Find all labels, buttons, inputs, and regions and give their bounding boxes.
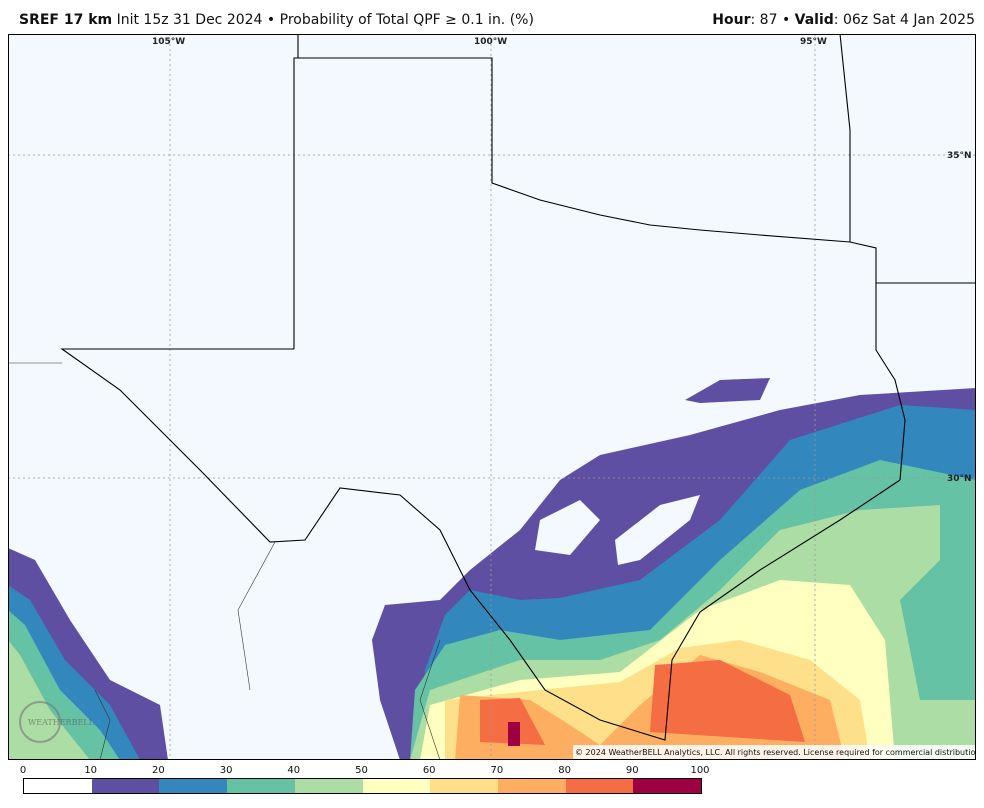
colorbar-swatch (430, 779, 498, 793)
colorbar-swatch (227, 779, 295, 793)
lon-label: 105°W (152, 37, 185, 47)
colorbar-swatch (24, 779, 92, 793)
colorbar-swatch (633, 779, 702, 793)
lon-label: 95°W (800, 37, 827, 47)
lon-label: 100°W (474, 37, 507, 47)
state-borders (60, 34, 976, 741)
colorbar-tick: 90 (625, 765, 639, 776)
colorbar-swatch (294, 779, 363, 793)
colorbar-tick: 30 (219, 765, 233, 776)
map-title: SREF 17 km Init 15z 31 Dec 2024 • Probab… (19, 12, 534, 28)
lat-label: 30°N (947, 474, 972, 484)
colorbar-tick: 40 (287, 765, 301, 776)
band-80-90 (480, 660, 805, 745)
weatherbell-logo: WEATHERBELL (19, 701, 95, 743)
colorbar-swatch (565, 779, 634, 793)
band-90-100 (508, 722, 520, 746)
colorbar-tick: 20 (152, 765, 165, 776)
logo-text: WEATHERBELL (28, 718, 95, 727)
colorbar-tick: 50 (355, 765, 368, 776)
lat-label: 35°N (947, 151, 972, 161)
colorbar-swatch (497, 779, 566, 793)
colorbar (23, 778, 702, 794)
colorbar-tick: 100 (690, 765, 710, 776)
precip-field (8, 378, 976, 760)
colorbar-swatch (159, 779, 228, 793)
mexico-borders (8, 362, 441, 760)
colorbar-swatch (362, 779, 431, 793)
colorbar-tick: 60 (422, 765, 436, 776)
colorbar-swatch (91, 779, 160, 793)
copyright: © 2024 WeatherBELL Analytics, LLC. All r… (575, 748, 976, 757)
colorbar-tick: 70 (490, 765, 504, 776)
probability-map: 105°W 100°W 95°W 35°N 30°N WEATHERBELL ©… (8, 34, 976, 760)
valid-time: Hour: 87 • Valid: 06z Sat 4 Jan 2025 (712, 12, 975, 28)
colorbar-tick: 0 (19, 765, 27, 776)
graticule (8, 34, 976, 760)
colorbar-tick: 10 (84, 765, 98, 776)
colorbar-tick: 80 (558, 765, 571, 776)
